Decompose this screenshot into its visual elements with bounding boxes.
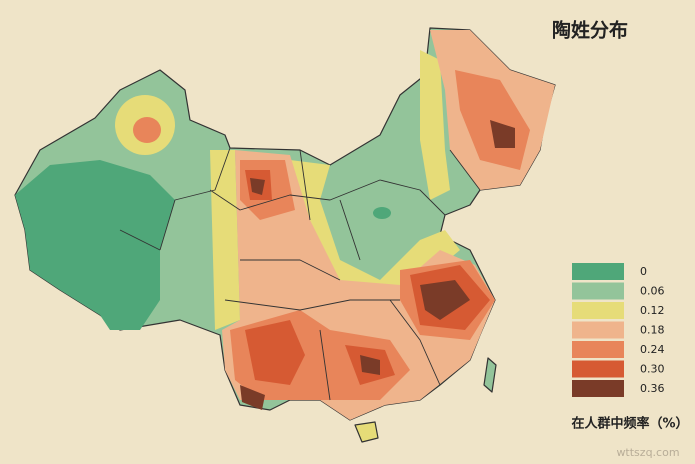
legend-label: 0.36: [640, 382, 665, 395]
legend-label: 0.18: [640, 324, 665, 337]
china-map: [14, 27, 556, 443]
hainan: [354, 421, 379, 443]
legend-swatch: [572, 380, 624, 397]
legend-swatch: [572, 341, 624, 358]
taiwan: [483, 357, 497, 393]
legend-swatch: [572, 321, 624, 339]
legend-swatch: [572, 360, 624, 378]
legend-swatch: [572, 263, 624, 280]
legend-swatch: [572, 302, 624, 319]
province-lines: [119, 147, 481, 401]
region-green: [15, 160, 175, 330]
legend-label: 0.30: [640, 363, 665, 376]
legend-swatch: [572, 282, 624, 300]
watermark: wttszq.com: [616, 446, 679, 459]
map-title: 陶姓分布: [552, 19, 628, 42]
legend: 0 0.06 0.12 0.18 0.24 0.30 0.36: [572, 263, 665, 397]
region-red: [245, 170, 490, 385]
legend-label: 0.12: [640, 304, 665, 317]
legend-caption: 在人群中频率（%）: [571, 416, 688, 432]
legend-label: 0.06: [640, 285, 665, 298]
region-green-center: [373, 207, 391, 219]
legend-label: 0.24: [640, 343, 665, 356]
legend-label: 0: [640, 265, 647, 278]
region-orange-north: [133, 117, 161, 143]
